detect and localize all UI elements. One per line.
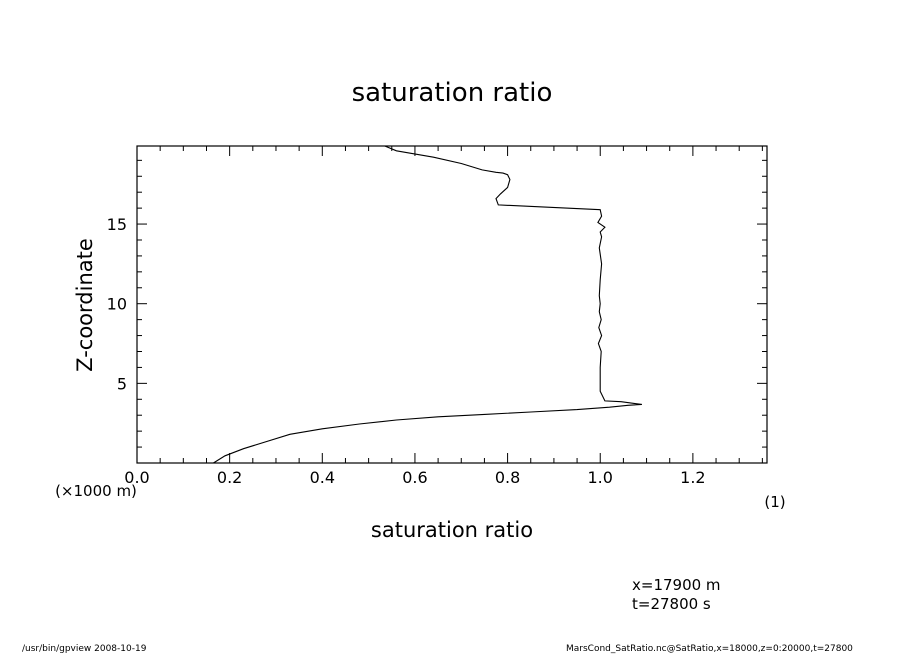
y-tick-label: 5 [117,374,127,393]
x-tick-label: 1.0 [588,468,613,487]
x-tick-label: 0.0 [124,468,149,487]
axis-ticks [136,146,767,463]
time-annotation: t=27800 s [632,595,711,613]
y-tick-label: 15 [107,215,127,234]
x-tick-label: 0.2 [217,468,242,487]
y-axis-label: Z-coordinate [73,238,97,372]
x-tick-label: 0.8 [495,468,520,487]
footer-left: /usr/bin/gpview 2008-10-19 [22,644,147,654]
axis-tick-labels: 0.0 0.2 0.4 0.6 0.8 1.0 1.2 5 10 15 [107,215,706,487]
x-position-annotation: x=17900 m [632,576,721,594]
x-axis-label: saturation ratio [371,518,533,542]
y-unit-note: (×1000 m) [55,482,137,500]
y-tick-label: 10 [107,295,127,314]
footer-right: MarsCond_SatRatio.nc@SatRatio,x=18000,z=… [566,644,853,654]
series-line [213,145,642,464]
chart-title: saturation ratio [352,78,553,108]
x-tick-label: 0.4 [310,468,335,487]
x-tick-label: 1.2 [680,468,705,487]
x-tick-label: 0.6 [402,468,427,487]
plot-frame [136,145,768,464]
x-unit-note: (1) [764,493,785,511]
